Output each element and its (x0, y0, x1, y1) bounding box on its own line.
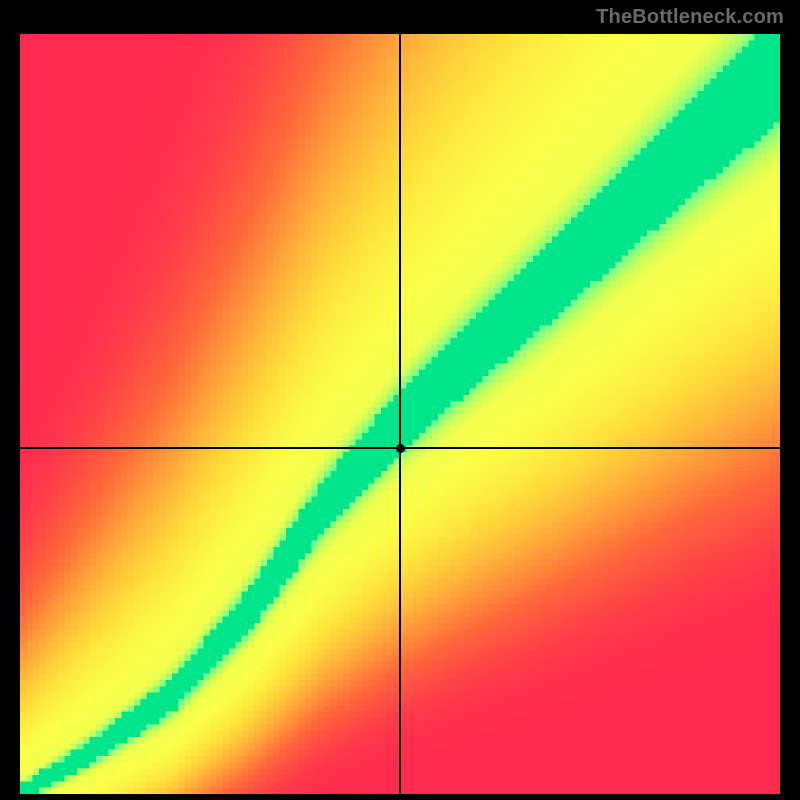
crosshair-vertical-line (399, 34, 401, 794)
watermark-text: TheBottleneck.com (596, 6, 784, 29)
crosshair-marker (396, 444, 405, 453)
figure-container: TheBottleneck.com (0, 0, 800, 800)
